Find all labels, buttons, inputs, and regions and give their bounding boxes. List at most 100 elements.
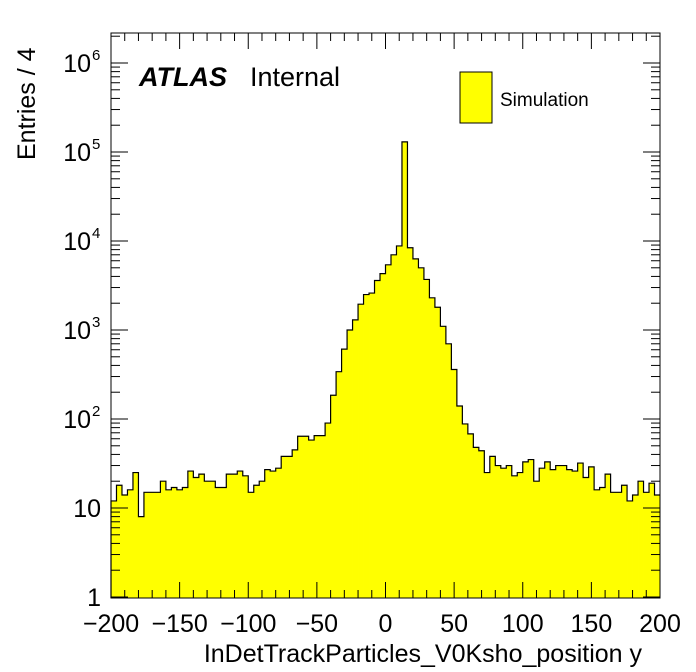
histogram-bin	[242, 475, 249, 598]
internal-label: Internal	[250, 62, 340, 92]
histogram-bin	[160, 481, 167, 598]
histogram-bin	[456, 405, 463, 598]
histogram-bin	[434, 307, 441, 598]
histogram-bin	[286, 456, 293, 598]
y-tick-label: 10	[63, 139, 91, 167]
histogram-bin	[423, 279, 430, 598]
histogram-bin	[352, 319, 359, 598]
histogram-bin	[330, 395, 337, 598]
histogram-bin	[132, 472, 139, 598]
histogram-bin	[264, 469, 271, 598]
histogram-bin	[204, 481, 211, 598]
histogram-bin	[632, 494, 639, 598]
y-tick-label: 10	[63, 228, 91, 256]
legend: Simulation	[459, 71, 589, 124]
histogram-bin	[248, 492, 255, 598]
y-tick-exponent: 5	[92, 136, 100, 153]
histogram-bin	[511, 475, 518, 598]
histogram-bin	[407, 247, 414, 599]
atlas-label: ATLAS	[138, 62, 227, 92]
histogram-bin	[473, 447, 480, 598]
plot-frame	[110, 32, 661, 599]
histogram-bin	[555, 465, 562, 598]
legend-label: Simulation	[500, 90, 589, 111]
x-axis-label: InDetTrackParticles_V0Ksho_position y	[204, 640, 643, 668]
histogram-bin	[533, 481, 540, 598]
histogram-bin	[303, 436, 310, 598]
histogram-bin	[259, 481, 266, 598]
histogram-bin	[297, 436, 304, 598]
histogram-bin	[209, 481, 216, 598]
y-tick-label: 1	[87, 584, 101, 612]
histogram-bin	[275, 468, 282, 598]
histogram-bin	[577, 463, 584, 598]
legend-swatch	[459, 71, 493, 124]
y-tick-exponent: 3	[92, 314, 100, 331]
histogram-bin	[270, 471, 277, 598]
histogram-bin	[325, 423, 331, 598]
histogram-bin	[467, 433, 474, 598]
histogram-bin	[341, 349, 348, 598]
histogram-bin	[308, 440, 315, 598]
x-tick-label: −200	[83, 610, 139, 638]
histogram-bin	[138, 516, 145, 598]
histogram-bin	[478, 450, 485, 598]
histogram-bin	[489, 456, 496, 598]
histogram-bin	[621, 485, 628, 598]
histogram-bin	[380, 273, 386, 598]
histogram-bin	[198, 474, 205, 598]
histogram-bin	[363, 294, 370, 598]
x-tick-label: −100	[220, 610, 276, 638]
y-tick-exponent: 6	[92, 47, 100, 64]
y-tick-label: 10	[63, 317, 91, 345]
histogram-bin	[506, 465, 513, 598]
x-tick-labels: −200 −150 −100 −50 0 50 100 150 200	[83, 610, 681, 638]
x-tick-label: 200	[639, 610, 681, 638]
histogram-bin	[440, 326, 447, 598]
histogram-bin	[116, 485, 123, 598]
x-tick-label: −150	[151, 610, 207, 638]
histogram-bin	[231, 474, 238, 598]
y-tick-label: 10	[63, 50, 91, 78]
x-tick-label: −50	[296, 610, 338, 638]
histogram-outline	[110, 141, 660, 598]
histogram-bin	[566, 469, 573, 598]
histogram-bin	[374, 280, 381, 598]
histogram-bin	[358, 304, 364, 598]
histogram-bin	[281, 456, 288, 598]
histogram-bin	[220, 487, 227, 598]
histogram-bin	[429, 297, 436, 598]
histogram-bin	[627, 500, 633, 598]
histogram-bin	[369, 293, 375, 598]
histogram-bin	[583, 477, 590, 598]
histogram-bin	[390, 254, 397, 599]
histogram-bin	[588, 466, 595, 598]
histogram-bin	[654, 494, 661, 598]
histogram-bin	[599, 487, 606, 598]
histogram-bars	[110, 141, 661, 599]
histogram-bin	[182, 487, 189, 598]
histogram-bin	[401, 141, 408, 599]
histogram-bin	[561, 465, 568, 598]
histogram-bin	[500, 468, 507, 598]
histogram-bin	[314, 435, 321, 598]
x-tick-label: 150	[571, 610, 613, 638]
histogram-bin	[171, 487, 178, 598]
x-tick-label: 100	[502, 610, 544, 638]
histogram-bin	[215, 487, 222, 598]
histogram-bin	[528, 459, 535, 598]
histogram-bin	[605, 474, 611, 598]
histogram-bin	[237, 471, 244, 598]
y-tick-label: 10	[73, 495, 101, 523]
histogram-bin	[544, 461, 551, 598]
histogram-bin	[396, 245, 403, 598]
histogram-bin	[550, 469, 557, 598]
histogram-bin	[462, 423, 469, 598]
histogram-bin	[193, 477, 200, 598]
histogram-bin	[522, 461, 529, 598]
histogram-bin	[127, 489, 134, 598]
histogram-bin	[539, 468, 546, 598]
histogram-bin	[336, 371, 342, 598]
